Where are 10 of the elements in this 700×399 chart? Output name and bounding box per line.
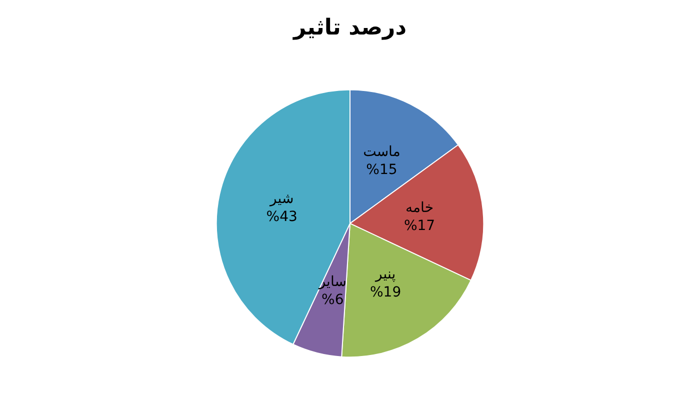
data-label: %6 xyxy=(322,292,344,308)
slice-label: ماست xyxy=(363,144,400,160)
data-label: %43 xyxy=(266,209,298,226)
data-label: %19 xyxy=(370,284,402,301)
slice-label: خامه xyxy=(406,200,434,216)
data-label: %17 xyxy=(404,218,436,234)
chart-title: درصد تاثیر xyxy=(292,16,407,40)
slice-label: شیر xyxy=(269,191,294,208)
data-label: %15 xyxy=(366,162,398,178)
slice-label: پنیر xyxy=(374,266,396,283)
